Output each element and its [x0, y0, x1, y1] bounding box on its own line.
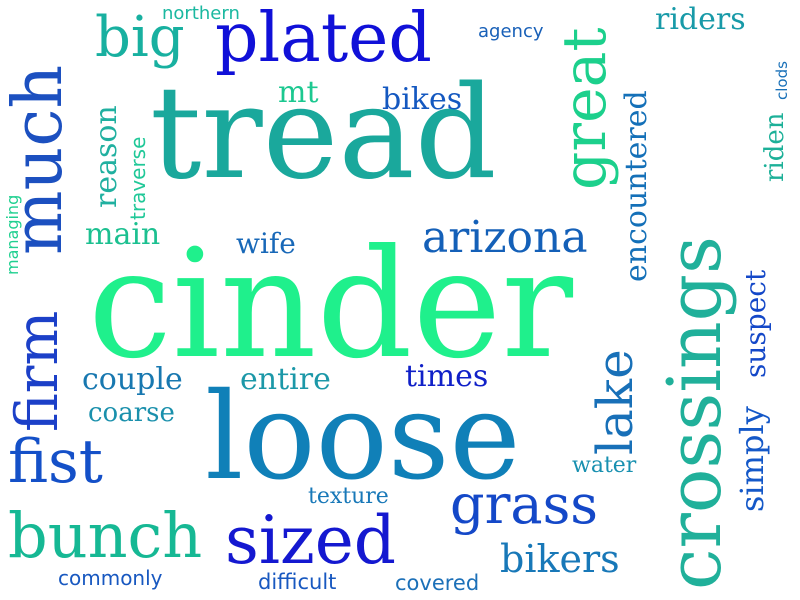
word-wife: wife: [236, 227, 296, 260]
word-simply: simply: [733, 406, 771, 512]
word-encountered: encountered: [619, 90, 654, 282]
word-commonly: commonly: [58, 566, 163, 590]
word-suspect: suspect: [739, 269, 772, 378]
word-riders: riders: [655, 2, 746, 37]
word-lake: lake: [586, 349, 644, 455]
word-main: main: [85, 217, 161, 252]
word-great: great: [550, 27, 620, 190]
word-crossings: crossings: [652, 236, 738, 590]
word-bunch: bunch: [8, 499, 203, 572]
word-big: big: [95, 5, 185, 70]
word-arizona: arizona: [422, 212, 588, 263]
word-tread: tread: [150, 59, 497, 208]
word-water: water: [572, 453, 637, 478]
word-times: times: [405, 359, 489, 394]
word-cinder: cinder: [88, 218, 574, 392]
word-couple: couple: [82, 362, 183, 397]
word-riden: riden: [760, 112, 790, 182]
word-sized: sized: [225, 502, 397, 579]
word-grass: grass: [450, 473, 598, 536]
word-mt: mt: [278, 75, 319, 110]
word-agency: agency: [478, 21, 544, 42]
word-bikes: bikes: [382, 82, 463, 117]
word-firm: firm: [3, 310, 71, 432]
word-entire: entire: [240, 362, 331, 397]
word-reason: reason: [89, 105, 124, 208]
word-northern: northern: [162, 3, 240, 24]
word-coarse: coarse: [88, 398, 175, 428]
word-loose: loose: [205, 368, 521, 507]
word-difficult: difficult: [258, 570, 337, 594]
word-clods: clods: [773, 61, 791, 100]
word-covered: covered: [395, 571, 480, 595]
word-plated: plated: [215, 0, 432, 78]
word-fist: fist: [8, 427, 103, 497]
word-traverse: traverse: [126, 136, 150, 220]
word-texture: texture: [308, 484, 389, 509]
word-managing: managing: [3, 194, 22, 275]
word-bikers: bikers: [500, 537, 620, 581]
